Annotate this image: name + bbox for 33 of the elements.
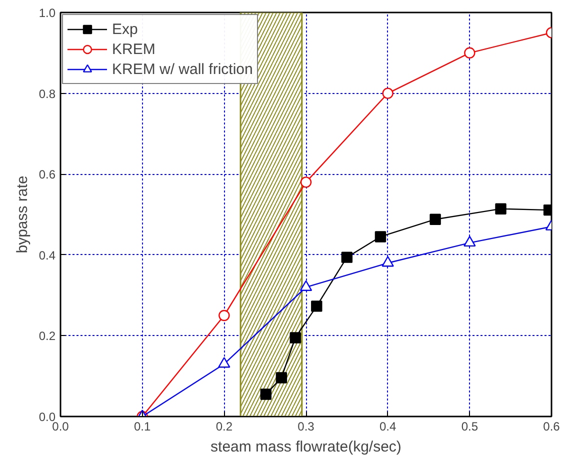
- y-tick-label: 0.4: [38, 248, 56, 262]
- point: [218, 357, 230, 368]
- legend-label: KREM w/ wall friction: [112, 60, 253, 78]
- point: [218, 310, 230, 322]
- x-tick-label: 0.0: [52, 420, 70, 434]
- x-tick-label: 0.1: [134, 420, 151, 434]
- y-tick-label: 0.6: [38, 168, 56, 182]
- point: [374, 231, 386, 242]
- point: [276, 372, 288, 384]
- point: [341, 252, 353, 263]
- x-tick-label: 0.4: [379, 420, 396, 434]
- point: [382, 88, 394, 99]
- y-tick-label: 0.8: [38, 86, 56, 101]
- legend-label: Exp: [112, 20, 138, 38]
- legend-label: KREM: [112, 40, 156, 58]
- point: [382, 256, 394, 267]
- x-tick-label: 0.3: [298, 420, 315, 434]
- y-axis-title: bypass rate: [14, 176, 31, 254]
- x-tick-label: 0.2: [216, 420, 233, 434]
- point: [430, 214, 441, 225]
- x-tick-label: 0.6: [543, 420, 560, 434]
- point: [311, 300, 322, 312]
- point: [464, 236, 476, 247]
- x-axis-title: steam mass flowrate(kg/sec): [210, 438, 402, 456]
- x-tick-label: 0.5: [461, 420, 478, 434]
- point: [495, 203, 506, 214]
- point: [300, 280, 312, 291]
- point: [464, 47, 476, 58]
- y-tick-label: 0.2: [38, 329, 56, 344]
- point: [290, 332, 301, 344]
- point: [260, 388, 272, 400]
- y-tick-label: 1.0: [38, 6, 56, 20]
- point: [300, 176, 312, 188]
